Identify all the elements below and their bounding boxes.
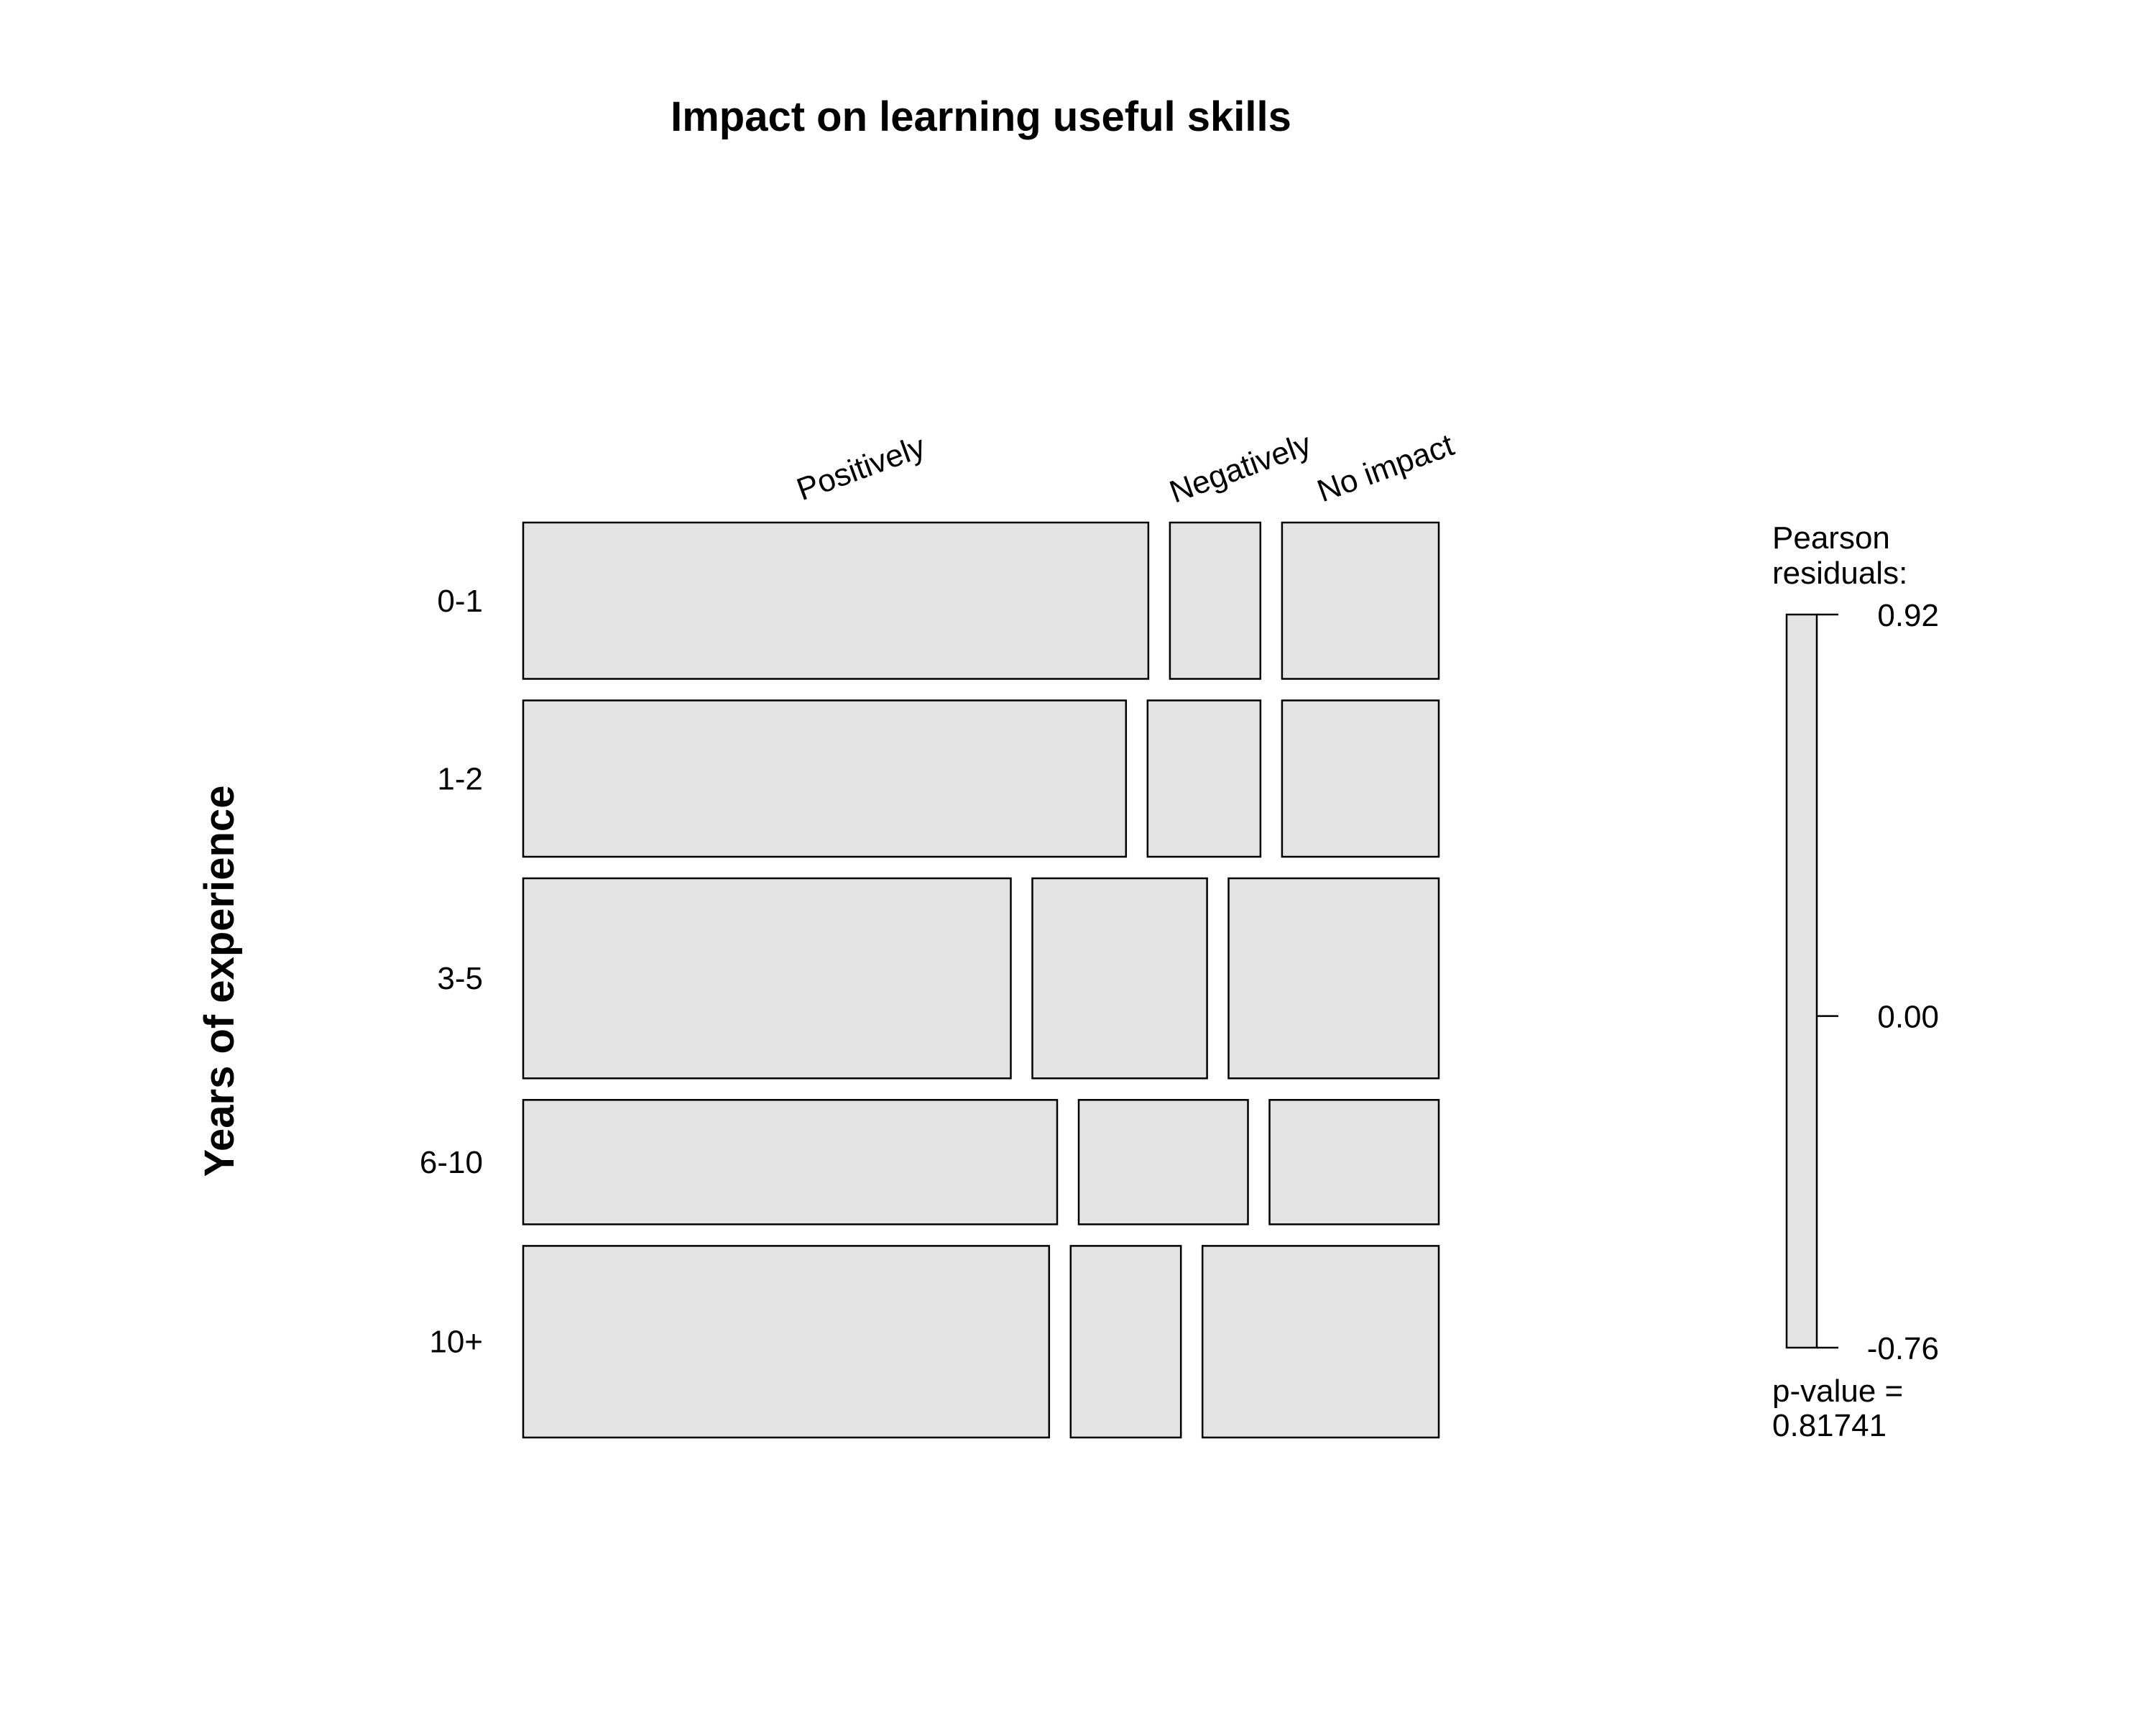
cell-0-1-positively [522, 521, 1150, 680]
cell-10+-positively [522, 1245, 1051, 1439]
chart-title: Impact on learning useful skills [671, 93, 1291, 140]
cell-1-2-positively [522, 699, 1128, 858]
cell-6-10-positively [522, 1099, 1059, 1225]
legend-ticks: 0.92 0.00 -0.76 [1817, 598, 1939, 1366]
cell-3-5-negatively [1031, 877, 1208, 1080]
cell-1-2-no-impact [1281, 699, 1440, 858]
row-labels: 0-1 1-2 3-5 6-10 10+ [420, 584, 483, 1360]
cell-0-1-negatively [1169, 521, 1262, 680]
legend-title-line2: residuals: [1772, 556, 1907, 591]
legend-title-line1: Pearson [1772, 520, 1890, 556]
row-label-3-5: 3-5 [437, 961, 483, 996]
p-value-number: 0.81741 [1772, 1408, 1886, 1443]
y-axis-label: Years of experience [196, 786, 243, 1177]
cell-10+-negatively [1069, 1245, 1182, 1439]
mosaic-cells [522, 521, 1440, 1439]
cell-3-5-no-impact [1227, 877, 1440, 1080]
cell-0-1-no-impact [1281, 521, 1440, 680]
residual-legend: Pearson residuals: 0.92 0.00 -0.76 p-value… [1772, 520, 1939, 1443]
row-label-1-2: 1-2 [437, 761, 483, 796]
column-label-negatively: Negatively [1165, 426, 1316, 510]
cell-10+-no-impact [1201, 1245, 1440, 1439]
legend-tick-label: 0.92 [1877, 598, 1939, 633]
row-label-0-1: 0-1 [437, 584, 483, 619]
legend-tick-label: -0.76 [1867, 1331, 1939, 1366]
p-value-label: p-value = [1772, 1374, 1903, 1409]
legend-tick-label: 0.00 [1877, 1000, 1939, 1035]
cell-6-10-negatively [1077, 1099, 1249, 1225]
row-label-10+: 10+ [429, 1325, 483, 1360]
column-label-no-impact: No impact [1312, 427, 1458, 509]
cell-1-2-negatively [1146, 699, 1262, 858]
column-label-positively: Positively [792, 429, 929, 508]
legend-color-bar [1785, 613, 1818, 1349]
row-label-6-10: 6-10 [420, 1145, 483, 1180]
cell-6-10-no-impact [1268, 1099, 1440, 1225]
cell-3-5-positively [522, 877, 1012, 1080]
